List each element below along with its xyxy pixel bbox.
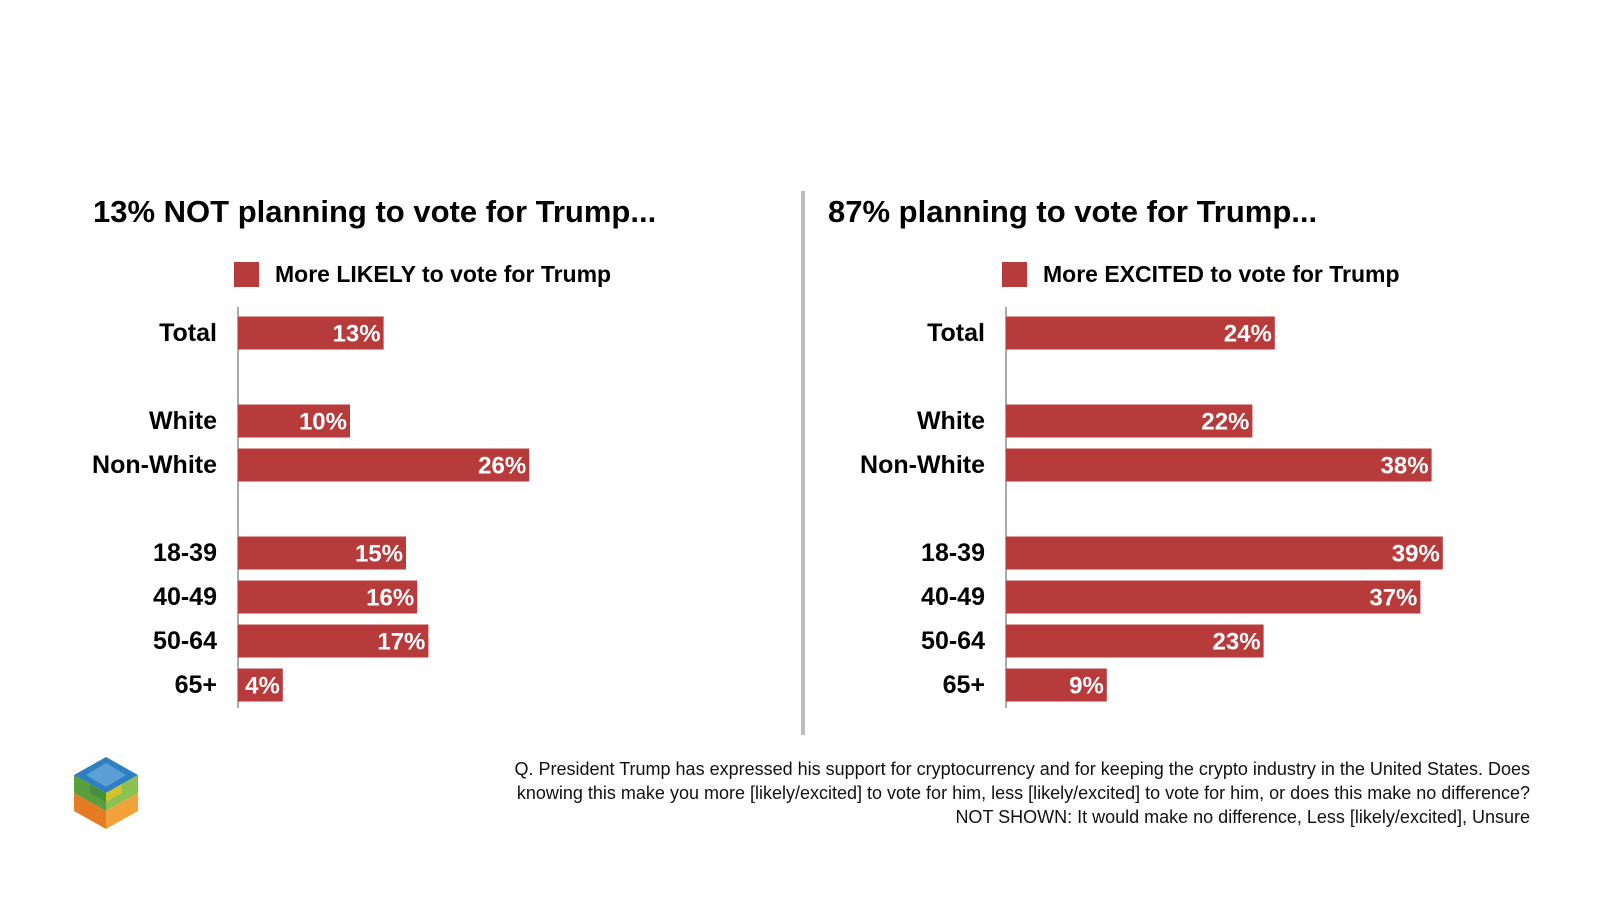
- left-bar-50-64: [238, 624, 429, 658]
- right-category-label-white: White: [917, 407, 985, 435]
- right-value-label-40-49: 37%: [1369, 585, 1417, 612]
- left-legend: More LIKELY to vote for Trump: [234, 261, 611, 287]
- right-category-label-40-49: 40-49: [921, 583, 985, 611]
- left-chart-title: 13% NOT planning to vote for Trump...: [93, 194, 657, 229]
- left-category-label-non-white: Non-White: [92, 451, 217, 479]
- right-bar-50-64: [1006, 624, 1264, 658]
- right-category-label-non-white: Non-White: [860, 451, 985, 479]
- left-bar-65: [238, 668, 283, 702]
- right-category-label-50-64: 50-64: [921, 627, 985, 655]
- right-value-label-65: 9%: [1069, 673, 1104, 700]
- left-value-label-50-64: 17%: [377, 629, 425, 656]
- left-bar-non-white: [238, 448, 530, 482]
- left-category-label-40-49: 40-49: [153, 583, 217, 611]
- left-category-label-18-39: 18-39: [153, 539, 217, 567]
- right-category-label-18-39: 18-39: [921, 539, 985, 567]
- left-bar-total: [238, 316, 384, 350]
- left-value-label-65: 4%: [245, 673, 280, 700]
- survey-question-footnote: Q. President Trump has expressed his sup…: [350, 757, 1530, 829]
- footnote-line-3: NOT SHOWN: It would make no difference, …: [955, 807, 1530, 827]
- left-category-label-50-64: 50-64: [153, 627, 217, 655]
- right-bar-white: [1006, 404, 1253, 438]
- right-value-label-non-white: 38%: [1381, 453, 1429, 480]
- right-value-label-50-64: 23%: [1213, 629, 1261, 656]
- right-legend-label: More EXCITED to vote for Trump: [1043, 260, 1400, 287]
- left-category-label-total: Total: [159, 319, 217, 347]
- left-value-label-40-49: 16%: [366, 585, 414, 612]
- right-legend-swatch: [1002, 261, 1027, 287]
- right-value-label-total: 24%: [1224, 321, 1272, 348]
- left-bar-white: [238, 404, 350, 438]
- right-bar-18-39: [1006, 536, 1443, 570]
- left-value-label-white: 10%: [299, 409, 347, 436]
- panel-divider: [801, 191, 805, 735]
- left-value-label-non-white: 26%: [478, 453, 526, 480]
- left-value-label-18-39: 15%: [355, 541, 403, 568]
- left-bar-18-39: [238, 536, 406, 570]
- right-bar-non-white: [1006, 448, 1432, 482]
- right-legend: More EXCITED to vote for Trump: [1002, 261, 1400, 287]
- left-value-label-total: 13%: [333, 321, 381, 348]
- cube-logo-icon: [74, 757, 138, 829]
- footnote-line-2: knowing this make you more [likely/excit…: [516, 783, 1530, 803]
- right-category-label-65: 65+: [943, 671, 985, 699]
- left-category-label-white: White: [149, 407, 217, 435]
- right-value-label-18-39: 39%: [1392, 541, 1440, 568]
- right-category-label-total: Total: [927, 319, 985, 347]
- left-bar-40-49: [238, 580, 418, 614]
- footnote-line-1: Q. President Trump has expressed his sup…: [514, 759, 1530, 779]
- right-bar-total: [1006, 316, 1275, 350]
- right-bar-65: [1006, 668, 1107, 702]
- right-value-label-white: 22%: [1201, 409, 1249, 436]
- right-chart-title: 87% planning to vote for Trump...: [828, 194, 1318, 229]
- left-category-label-65: 65+: [175, 671, 217, 699]
- left-legend-label: More LIKELY to vote for Trump: [275, 260, 612, 287]
- right-bar-40-49: [1006, 580, 1421, 614]
- left-legend-swatch: [234, 261, 259, 287]
